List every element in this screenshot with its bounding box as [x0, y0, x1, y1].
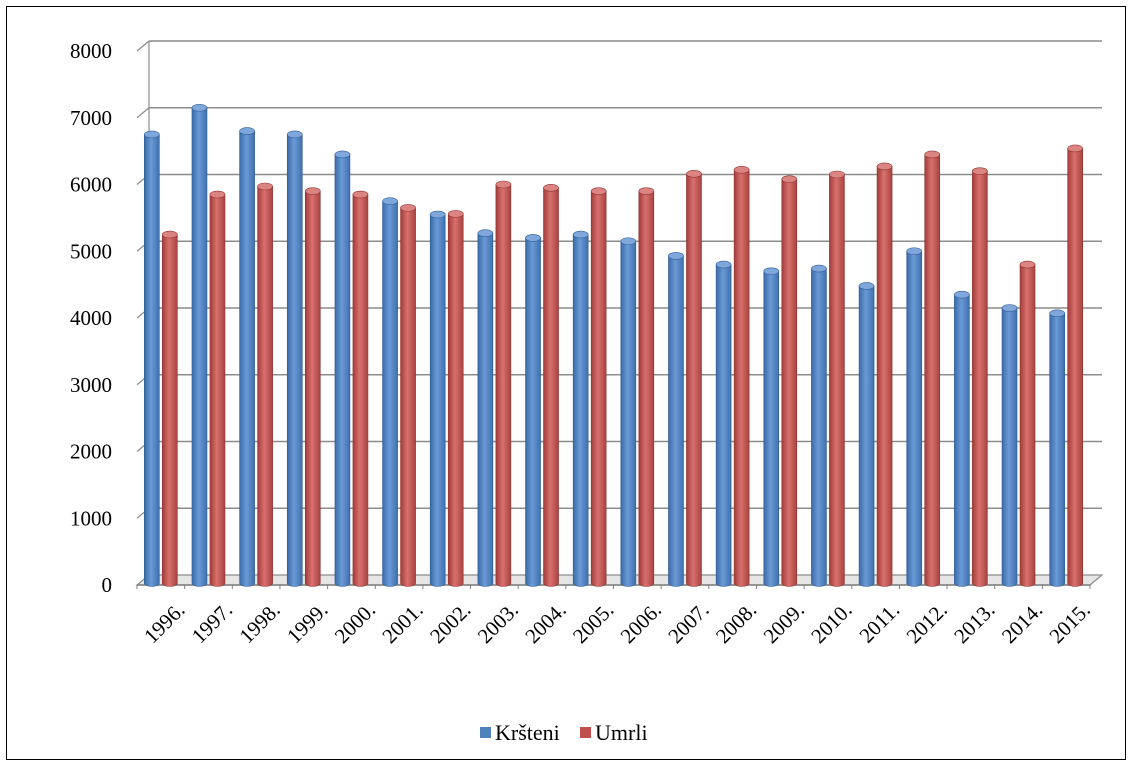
bar-krsteni	[954, 290, 970, 587]
x-tick-label: 2013.	[949, 598, 999, 648]
x-tick-label: 2002.	[425, 598, 475, 648]
bar-umrli	[1019, 260, 1036, 587]
bar-umrli	[638, 187, 655, 587]
bar-krsteni	[668, 252, 684, 587]
bar-krsteni	[429, 210, 446, 587]
bar-umrli	[686, 170, 702, 587]
bar-krsteni	[239, 127, 255, 587]
x-tick-labels: 1996.1997.1998.1999.2000.2001.2002.2003.…	[139, 598, 1095, 648]
bar-umrli	[924, 150, 941, 587]
x-tick-label: 2001.	[377, 598, 427, 648]
bar-umrli	[829, 170, 845, 587]
x-tick-label: 2014.	[997, 598, 1047, 648]
bar-krsteni	[334, 150, 351, 587]
bar-umrli	[209, 190, 226, 587]
y-tick-label: 2000	[70, 440, 112, 464]
bar-krsteni	[191, 103, 208, 587]
bar-umrli	[590, 187, 607, 587]
bar-umrli	[543, 184, 559, 587]
y-tick-label: 5000	[70, 239, 112, 263]
gridline-side	[136, 107, 150, 119]
x-tick-label: 1999.	[282, 598, 332, 648]
bar-krsteni	[286, 130, 303, 587]
x-tick-label: 2011.	[854, 598, 904, 648]
x-tick-label: 2007.	[663, 598, 713, 648]
bar-krsteni	[382, 197, 398, 587]
bar-krsteni	[763, 267, 780, 587]
chart-frame: 0 1000 2000 3000 4000 5000 6000 7000 8000 1996. 1…	[6, 6, 1126, 760]
bar-krsteni	[811, 264, 827, 587]
bar-krsteni	[858, 282, 875, 587]
y-tick-labels: 0 1000 2000 3000 4000 5000 6000 7000 8000	[70, 39, 112, 597]
bar-krsteni	[1001, 304, 1018, 587]
x-tick-label: 2003.	[473, 598, 523, 648]
bar-krsteni	[906, 247, 923, 587]
x-tick-label: 2010.	[806, 598, 856, 648]
bar-krsteni	[144, 130, 160, 587]
bar-umrli	[304, 187, 321, 587]
x-tick-label: 2004.	[520, 598, 570, 648]
bar-umrli	[495, 180, 512, 587]
bar-umrli	[447, 210, 464, 587]
bar-umrli	[781, 175, 798, 587]
bar-krsteni	[715, 260, 732, 587]
y-tick-label: 7000	[70, 106, 112, 130]
x-tick-label: 2012.	[902, 598, 952, 648]
bar-krsteni	[572, 230, 589, 587]
x-tick-label: 2008.	[711, 598, 761, 648]
y-tick-label: 1000	[70, 506, 112, 530]
legend: Kršteni Umrli	[480, 720, 648, 745]
legend-swatch-krsteni	[480, 727, 491, 738]
bar-umrli	[733, 166, 750, 587]
gridline-side	[136, 40, 150, 52]
bar-umrli	[352, 190, 369, 587]
legend-swatch-umrli	[580, 727, 591, 738]
bar-umrli	[972, 167, 988, 587]
bar-krsteni	[477, 229, 494, 587]
bar-umrli	[1067, 144, 1083, 587]
legend-label-krsteni: Kršteni	[495, 720, 560, 745]
x-tick-label: 2005.	[568, 598, 618, 648]
x-tick-label: 1997.	[187, 598, 237, 648]
bars	[144, 103, 1083, 587]
x-tick-label: 2000.	[330, 598, 380, 648]
x-tick-label: 1998.	[234, 598, 284, 648]
bar-umrli	[876, 162, 893, 587]
y-tick-label: 4000	[70, 306, 112, 330]
x-tick-label: 2009.	[759, 598, 809, 648]
y-tick-label: 8000	[70, 39, 112, 63]
y-tick-label: 3000	[70, 373, 112, 397]
bar-umrli	[400, 204, 416, 587]
y-tick-label: 6000	[70, 173, 112, 197]
y-tick-label: 0	[102, 573, 113, 597]
bar-umrli	[162, 230, 178, 587]
bar-umrli	[257, 182, 273, 587]
legend-label-umrli: Umrli	[595, 720, 648, 745]
bar-krsteni	[1049, 309, 1065, 587]
x-tick-label: 2015.	[1044, 598, 1094, 648]
bar-krsteni	[620, 237, 637, 587]
bar-krsteni	[525, 234, 541, 587]
x-tick-label: 2006.	[616, 598, 666, 648]
x-tick-label: 1996.	[139, 598, 189, 648]
